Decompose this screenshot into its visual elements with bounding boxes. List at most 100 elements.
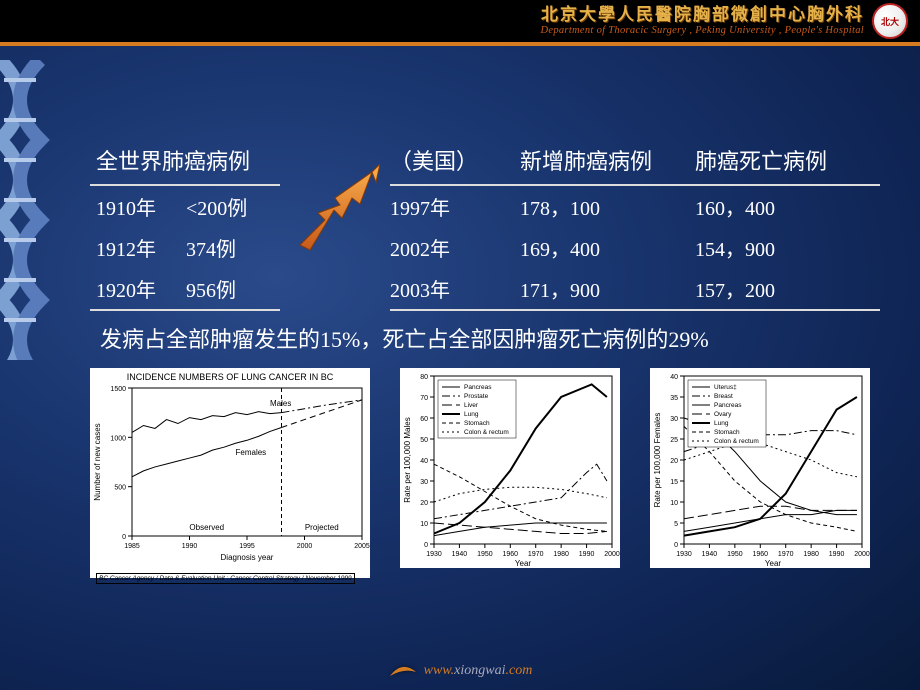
us-header-death: 肺癌死亡病例 bbox=[695, 144, 880, 176]
tables-row: 全世界肺癌病例 1910年<200例1912年374例1920年956例 （美国… bbox=[90, 140, 880, 311]
header-bar: 北京大學人民醫院胸部微創中心胸外科 Department of Thoracic… bbox=[0, 0, 920, 46]
svg-text:1970: 1970 bbox=[528, 551, 544, 558]
chart1-plot: 0 500 1000 1500 1985 1990 1995 2000 2005 Observed… bbox=[90, 382, 370, 562]
header-en-title: Department of Thoracic Surgery , Peking … bbox=[540, 25, 864, 37]
svg-text:1950: 1950 bbox=[727, 551, 743, 558]
svg-text:1930: 1930 bbox=[676, 551, 692, 558]
trend-arrow-icon bbox=[280, 140, 390, 260]
cell-cases: 956例 bbox=[186, 274, 280, 303]
svg-text:1990: 1990 bbox=[579, 551, 595, 558]
header-title-block: 北京大學人民醫院胸部微創中心胸外科 Department of Thoracic… bbox=[540, 6, 864, 36]
svg-text:500: 500 bbox=[114, 485, 126, 492]
dna-decoration-icon bbox=[0, 60, 60, 360]
header-cn-title: 北京大學人民醫院胸部微創中心胸外科 bbox=[540, 6, 864, 25]
svg-text:0: 0 bbox=[122, 534, 126, 541]
svg-text:1960: 1960 bbox=[502, 551, 518, 558]
svg-text:2005: 2005 bbox=[354, 543, 370, 550]
svg-text:1995: 1995 bbox=[239, 543, 255, 550]
us-header-country: （美国） bbox=[390, 144, 520, 176]
svg-text:Males: Males bbox=[270, 399, 291, 408]
svg-text:Stomach: Stomach bbox=[464, 420, 490, 427]
svg-text:20: 20 bbox=[420, 500, 428, 507]
svg-text:Pancreas: Pancreas bbox=[464, 384, 492, 391]
svg-text:0: 0 bbox=[674, 542, 678, 549]
svg-text:2000: 2000 bbox=[297, 543, 313, 550]
svg-text:Rate per 100,000 Males: Rate per 100,000 Males bbox=[403, 417, 412, 502]
svg-text:Pancreas: Pancreas bbox=[714, 402, 742, 409]
svg-text:5: 5 bbox=[674, 521, 678, 528]
chart1-caption: BC Cancer Agency / Data & Evaluation Uni… bbox=[96, 573, 355, 584]
svg-text:Colon & rectum: Colon & rectum bbox=[464, 429, 509, 436]
svg-text:1940: 1940 bbox=[702, 551, 718, 558]
svg-text:Stomach: Stomach bbox=[714, 429, 740, 436]
logo-icon: 北大 bbox=[872, 3, 908, 39]
chart-male-rates: 0102030405060708019301940195019601970198… bbox=[400, 368, 620, 568]
cell-year: 1997年 bbox=[390, 192, 520, 221]
cell-year: 1912年 bbox=[96, 233, 186, 262]
svg-text:Diagnosis year: Diagnosis year bbox=[221, 553, 274, 562]
svg-text:1950: 1950 bbox=[477, 551, 493, 558]
cell-cases: <200例 bbox=[186, 192, 280, 221]
svg-text:2000: 2000 bbox=[604, 551, 620, 558]
svg-text:Rate per 100,000 Females: Rate per 100,000 Females bbox=[653, 413, 662, 508]
svg-text:80: 80 bbox=[420, 374, 428, 381]
summary-statement: 发病占全部肿瘤发生的15%，死亡占全部因肿瘤死亡病例的29% bbox=[100, 322, 870, 354]
svg-text:1500: 1500 bbox=[110, 386, 126, 393]
us-header-new: 新增肺癌病例 bbox=[520, 144, 695, 176]
cell-death: 154，900 bbox=[695, 233, 880, 262]
chart-female-rates: 0510152025303540193019401950196019701980… bbox=[650, 368, 870, 568]
svg-text:Number of new cases: Number of new cases bbox=[93, 423, 102, 500]
world-table-bottom-rule bbox=[90, 309, 280, 311]
svg-text:60: 60 bbox=[420, 416, 428, 423]
svg-text:2000: 2000 bbox=[854, 551, 870, 558]
svg-text:Observed: Observed bbox=[189, 523, 224, 532]
svg-text:40: 40 bbox=[670, 374, 678, 381]
svg-text:40: 40 bbox=[420, 458, 428, 465]
svg-text:Breast: Breast bbox=[714, 393, 733, 400]
chart3-plot: 0510152025303540193019401950196019701980… bbox=[650, 368, 870, 568]
cell-death: 160，400 bbox=[695, 192, 880, 221]
table-row: 2003年171，900157，200 bbox=[390, 268, 880, 309]
svg-text:Projected: Projected bbox=[305, 523, 339, 532]
us-table-bottom-rule bbox=[390, 309, 880, 311]
us-table-header-row: （美国） 新增肺癌病例 肺癌死亡病例 bbox=[390, 140, 880, 186]
svg-text:15: 15 bbox=[670, 479, 678, 486]
svg-text:Year: Year bbox=[515, 559, 532, 568]
world-cases-table: 全世界肺癌病例 1910年<200例1912年374例1920年956例 bbox=[90, 140, 280, 311]
svg-text:1980: 1980 bbox=[803, 551, 819, 558]
svg-text:20: 20 bbox=[670, 458, 678, 465]
svg-text:1940: 1940 bbox=[452, 551, 468, 558]
svg-text:25: 25 bbox=[670, 437, 678, 444]
svg-text:50: 50 bbox=[420, 437, 428, 444]
footer-url: www.xiongwai.com bbox=[424, 663, 533, 679]
cell-new: 171，900 bbox=[520, 274, 695, 303]
svg-text:10: 10 bbox=[670, 500, 678, 507]
swoosh-icon bbox=[388, 662, 418, 680]
svg-text:35: 35 bbox=[670, 395, 678, 402]
table-row: 1920年956例 bbox=[90, 268, 280, 309]
table-row: 1912年374例 bbox=[90, 227, 280, 268]
chart1-title: INCIDENCE NUMBERS OF LUNG CANCER IN BC bbox=[90, 368, 370, 382]
cell-cases: 374例 bbox=[186, 233, 280, 262]
svg-text:0: 0 bbox=[424, 542, 428, 549]
svg-text:1980: 1980 bbox=[553, 551, 569, 558]
svg-text:1000: 1000 bbox=[110, 435, 126, 442]
svg-text:Colon & rectum: Colon & rectum bbox=[714, 438, 759, 445]
svg-text:10: 10 bbox=[420, 521, 428, 528]
svg-text:Uterus‡: Uterus‡ bbox=[714, 384, 737, 391]
svg-text:Ovary: Ovary bbox=[714, 411, 732, 418]
cell-year: 1920年 bbox=[96, 274, 186, 303]
svg-text:1990: 1990 bbox=[182, 543, 198, 550]
cell-new: 178，100 bbox=[520, 192, 695, 221]
cell-year: 2003年 bbox=[390, 274, 520, 303]
svg-text:Females: Females bbox=[236, 448, 267, 457]
us-cases-table: （美国） 新增肺癌病例 肺癌死亡病例 1997年178，100160，400 20… bbox=[390, 140, 880, 311]
svg-text:1985: 1985 bbox=[124, 543, 140, 550]
svg-text:Liver: Liver bbox=[464, 402, 479, 409]
svg-text:Prostate: Prostate bbox=[464, 393, 489, 400]
svg-text:1930: 1930 bbox=[426, 551, 442, 558]
table-row: 2002年169，400154，900 bbox=[390, 227, 880, 268]
svg-text:30: 30 bbox=[420, 479, 428, 486]
chart2-plot: 0102030405060708019301940195019601970198… bbox=[400, 368, 620, 568]
footer: www.xiongwai.com bbox=[0, 662, 920, 680]
